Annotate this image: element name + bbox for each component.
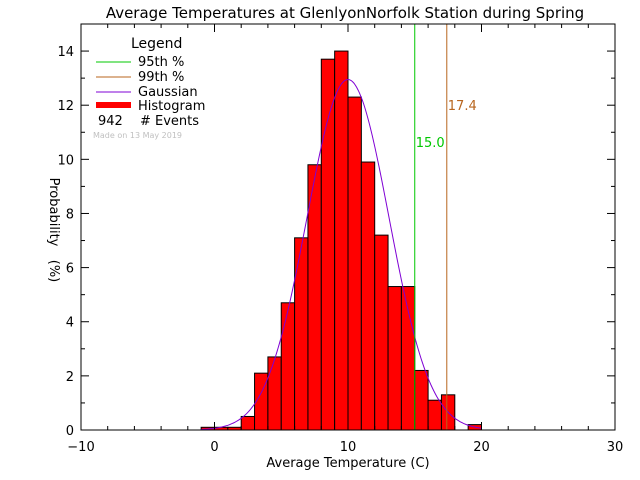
histogram-bar — [387, 286, 402, 431]
x-tick-label: 30 — [607, 440, 624, 455]
y-axis-label-line2: (%) — [46, 260, 61, 283]
histogram-bar — [320, 58, 336, 431]
legend-label-gaussian: Gaussian — [138, 85, 198, 100]
gaussian-curve — [201, 78, 482, 430]
histogram-bars — [200, 50, 482, 431]
y-tick-label: 6 — [66, 262, 74, 277]
gaussian-group — [201, 78, 482, 430]
histogram-bar — [360, 161, 376, 431]
histogram-bar — [414, 369, 429, 431]
legend-events-label: # Events — [140, 114, 199, 129]
legend-swatch-histogram — [96, 102, 131, 108]
chart-title: Average Temperatures at GlenlyonNorfolk … — [106, 4, 584, 22]
x-tick-label: 10 — [340, 440, 357, 455]
histogram-bar — [240, 415, 256, 431]
y-tick-label: 4 — [66, 316, 74, 331]
x-tick-label: 20 — [473, 440, 490, 455]
y-tick-label: 0 — [66, 424, 74, 439]
y-tick-label: 8 — [66, 207, 74, 222]
legend-label-histogram: Histogram — [138, 99, 205, 114]
y-tick-label: 10 — [57, 153, 74, 168]
x-axis-ticks: −10 0 10 20 30 — [67, 24, 623, 455]
legend-label-95th: 95th % — [138, 55, 184, 70]
percentile-lines: 15.0 17.4 — [414, 24, 477, 430]
y-tick-label: 2 — [66, 370, 74, 385]
legend-title: Legend — [131, 36, 182, 52]
percentile-95-label: 15.0 — [416, 136, 445, 151]
histogram-bar — [400, 286, 416, 431]
x-tick-label: −10 — [67, 440, 94, 455]
percentile-99-label: 17.4 — [448, 99, 477, 114]
histogram-bar — [267, 356, 282, 431]
histogram-bar — [427, 399, 442, 431]
y-axis-label-line1: Probability — [46, 178, 61, 247]
x-tick-label: 0 — [210, 440, 218, 455]
histogram-bar — [334, 50, 349, 431]
histogram-bar — [280, 302, 296, 431]
histogram-bar — [374, 234, 389, 431]
histogram-bar — [347, 96, 362, 431]
legend: Legend 95th % 99th % Gaussian Histogram … — [93, 36, 205, 140]
histogram-bar — [294, 237, 309, 431]
y-tick-label: 12 — [57, 99, 74, 114]
x-axis-label: Average Temperature (C) — [266, 456, 429, 471]
y-axis-ticks: 0 2 4 6 8 10 12 14 — [57, 45, 615, 439]
made-on-note: Made on 13 May 2019 — [93, 131, 182, 140]
legend-label-99th: 99th % — [138, 70, 184, 85]
legend-events-count: 942 — [98, 114, 123, 129]
y-tick-label: 14 — [57, 45, 74, 60]
